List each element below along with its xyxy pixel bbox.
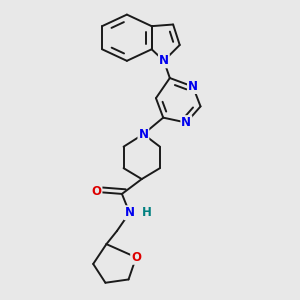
Text: O: O xyxy=(131,251,141,264)
Text: N: N xyxy=(138,128,148,141)
Text: N: N xyxy=(181,116,191,129)
Text: N: N xyxy=(188,80,198,93)
Text: H: H xyxy=(142,206,152,219)
Text: N: N xyxy=(159,54,169,67)
Text: N: N xyxy=(124,206,134,219)
Text: O: O xyxy=(92,185,101,198)
